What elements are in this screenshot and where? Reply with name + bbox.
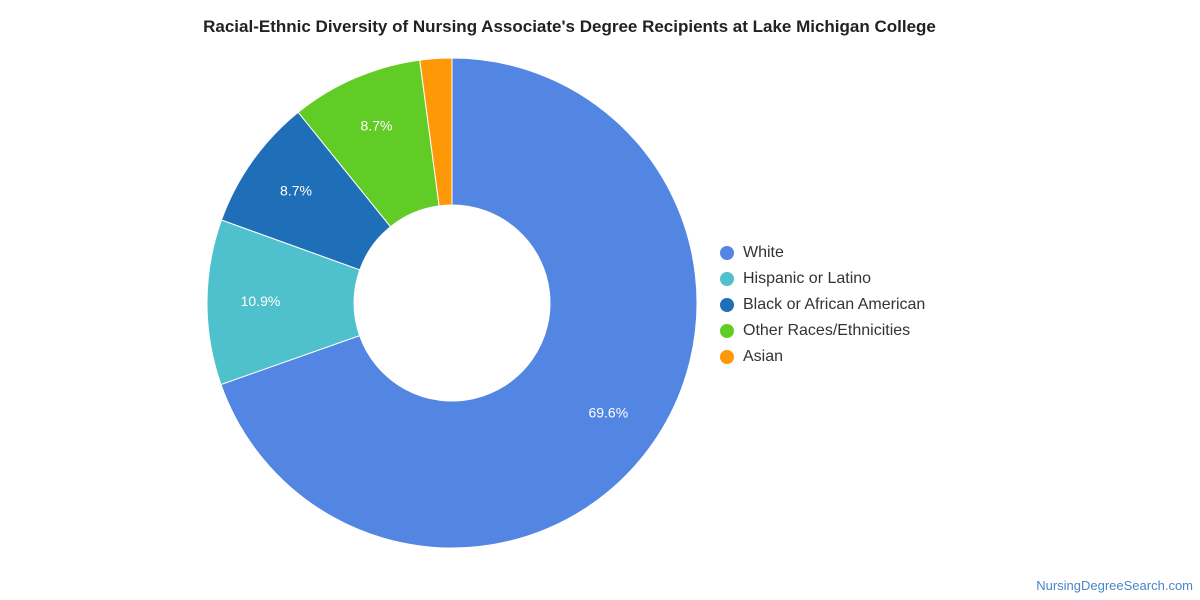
slice-label-white: 69.6% [588, 404, 628, 420]
legend-item-black-or-african-american[interactable]: Black or African American [720, 292, 925, 318]
legend-marker-icon [720, 298, 734, 312]
chart-title: Racial-Ethnic Diversity of Nursing Assoc… [203, 17, 936, 36]
legend-label: Hispanic or Latino [743, 270, 872, 287]
legend-item-white[interactable]: White [720, 240, 925, 266]
source-credit[interactable]: NursingDegreeSearch.com [1036, 578, 1193, 593]
slice-white[interactable] [220, 57, 698, 549]
legend-label: Asian [743, 348, 784, 365]
chart-legend: White Hispanic or Latino Black or African … [720, 240, 925, 370]
legend-item-hispanic-or-latino[interactable]: Hispanic or Latino [720, 266, 925, 292]
legend-marker-icon [720, 246, 734, 260]
slice-label-black-or-african-american: 8.7% [280, 183, 312, 199]
legend-marker-icon [720, 272, 734, 286]
legend-label: Black or African American [743, 296, 926, 313]
legend-item-other-races-ethnicities[interactable]: Other Races/Ethnicities [720, 318, 925, 344]
legend-label: White [743, 244, 784, 261]
slice-label-other-races-ethnicities: 8.7% [361, 118, 393, 134]
slice-asian[interactable] [419, 57, 453, 207]
legend-item-asian[interactable]: Asian [720, 344, 925, 370]
legend-marker-icon [720, 350, 734, 364]
legend-marker-icon [720, 324, 734, 338]
slice-label-hispanic-or-latino: 10.9% [241, 293, 281, 309]
legend-label: Other Races/Ethnicities [743, 322, 911, 339]
